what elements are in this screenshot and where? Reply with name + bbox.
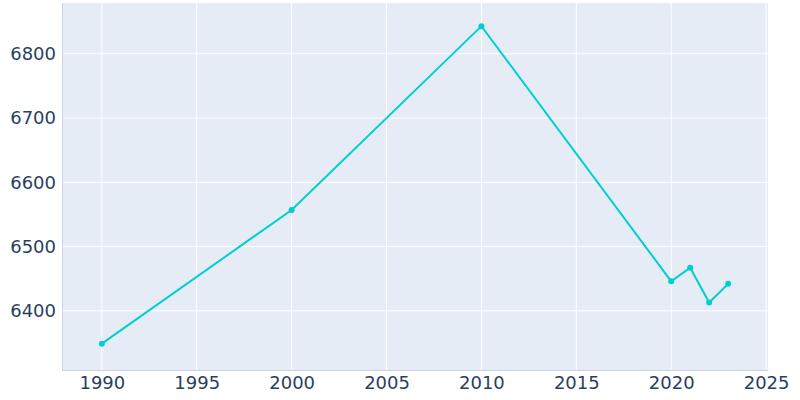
y-tick-label: 6800 — [10, 43, 56, 64]
y-grid-line — [62, 246, 768, 247]
y-tick-label: 6600 — [10, 172, 56, 193]
x-tick: 2005 — [364, 370, 410, 393]
x-tick: 2020 — [649, 370, 695, 393]
plot-background — [62, 3, 768, 370]
x-tick-label: 1995 — [174, 372, 220, 393]
x-tick-label: 2015 — [554, 372, 600, 393]
y-grid-line — [62, 310, 768, 311]
y-tick: 6400 — [10, 300, 62, 321]
y-grid-line — [62, 118, 768, 119]
point — [289, 207, 295, 213]
point — [687, 265, 693, 271]
y-tick-label: 6500 — [10, 236, 56, 257]
x-tick: 2015 — [554, 370, 600, 393]
x-grid-line — [481, 3, 482, 370]
x-tick: 1995 — [174, 370, 220, 393]
y-axis-line — [62, 4, 63, 371]
x-grid-line — [576, 3, 577, 370]
series — [99, 23, 731, 347]
point — [706, 300, 712, 306]
point — [478, 23, 484, 29]
plot: 1990 1995 2000 2005 2010 2015 2020 2025 6400 6500… — [10, 3, 789, 393]
x-tick: 2010 — [459, 370, 505, 393]
x-tick-label: 2020 — [649, 372, 695, 393]
y-tick-label: 6700 — [10, 107, 56, 128]
y-tick-label: 6400 — [10, 300, 56, 321]
point — [99, 341, 105, 347]
x-grid-line — [766, 3, 767, 370]
y-tick: 6700 — [10, 107, 62, 128]
x-grid-line — [196, 3, 197, 370]
y-tick: 6600 — [10, 172, 62, 193]
x-tick: 2025 — [744, 370, 790, 393]
x-axis: 1990 1995 2000 2005 2010 2015 2020 2025 — [63, 370, 790, 393]
x-tick-label: 2025 — [744, 372, 790, 393]
line — [102, 26, 728, 344]
point — [725, 281, 731, 287]
point — [668, 278, 674, 284]
x-grid-line — [101, 3, 102, 370]
y-grid-line — [62, 53, 768, 54]
grid — [62, 3, 768, 370]
y-tick: 6500 — [10, 236, 62, 257]
y-grid-line — [62, 182, 768, 183]
y-tick: 6800 — [10, 43, 62, 64]
chart: 1990 1995 2000 2005 2010 2015 2020 2025 6400 6500… — [0, 0, 800, 400]
x-tick-label: 2010 — [459, 372, 505, 393]
x-grid-line — [671, 3, 672, 370]
x-grid-line — [291, 3, 292, 370]
x-tick: 1990 — [79, 370, 125, 393]
y-axis: 6400 6500 6600 6700 6800 — [10, 4, 62, 371]
x-tick-label: 2000 — [269, 372, 315, 393]
x-grid-line — [386, 3, 387, 370]
x-tick-label: 2005 — [364, 372, 410, 393]
x-tick: 2000 — [269, 370, 315, 393]
x-tick-label: 1990 — [79, 372, 125, 393]
